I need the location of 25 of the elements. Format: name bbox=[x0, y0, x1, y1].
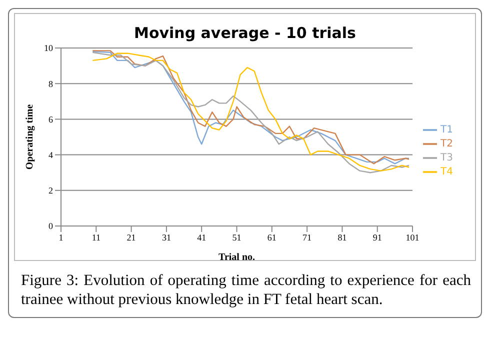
x-tick-label: 11 bbox=[92, 232, 100, 242]
x-tick-label: 91 bbox=[372, 232, 382, 242]
y-tick-label: 2 bbox=[48, 186, 53, 196]
y-axis-title: Operating time bbox=[24, 104, 36, 170]
legend-label: T1 bbox=[440, 124, 453, 136]
x-tick-label: 81 bbox=[338, 232, 347, 242]
x-tick-label: 31 bbox=[162, 232, 171, 242]
x-axis-title: Trial no. bbox=[218, 252, 256, 263]
x-tick-label: 21 bbox=[126, 232, 136, 242]
y-tick-label: 4 bbox=[48, 150, 54, 160]
legend-label: T3 bbox=[440, 152, 453, 164]
x-tick-label: 61 bbox=[267, 232, 276, 242]
x-tick-label: 71 bbox=[302, 232, 312, 242]
chart-title: Moving average - 10 trials bbox=[133, 24, 357, 42]
x-tick-label: 41 bbox=[197, 232, 206, 242]
legend-label: T2 bbox=[440, 138, 453, 150]
x-tick-label: 51 bbox=[232, 232, 242, 242]
caption: Figure 3: Evolution of operating time according to experience for each trainee without previous knowledge in FT fetal heart scan. bbox=[21, 271, 471, 309]
legend-label: T4 bbox=[440, 166, 453, 178]
y-tick-label: 8 bbox=[48, 78, 54, 89]
y-tick-label: 6 bbox=[48, 114, 54, 124]
y-tick-label: 0 bbox=[48, 221, 54, 232]
y-tick-label: 10 bbox=[44, 43, 54, 54]
x-tick-label: 1 bbox=[58, 232, 64, 242]
x-tick-label: 101 bbox=[406, 232, 420, 242]
